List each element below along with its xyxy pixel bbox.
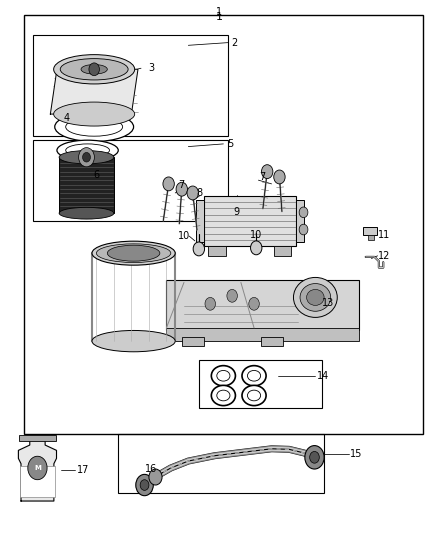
- Text: 16: 16: [145, 464, 157, 474]
- Ellipse shape: [299, 224, 308, 235]
- Circle shape: [89, 63, 99, 76]
- Ellipse shape: [247, 370, 261, 381]
- Bar: [166, 328, 359, 341]
- Ellipse shape: [247, 390, 261, 401]
- Text: 1: 1: [216, 7, 222, 17]
- Text: 12: 12: [378, 251, 391, 261]
- Bar: [368, 235, 374, 240]
- Ellipse shape: [217, 370, 230, 381]
- Text: 10: 10: [250, 230, 262, 239]
- Ellipse shape: [53, 54, 135, 84]
- Text: 10: 10: [178, 231, 190, 241]
- Bar: [24, 15, 423, 434]
- Text: 7: 7: [179, 181, 185, 190]
- Text: 3: 3: [148, 63, 154, 73]
- Ellipse shape: [293, 277, 337, 317]
- Circle shape: [251, 241, 262, 255]
- Circle shape: [310, 451, 319, 463]
- Ellipse shape: [59, 207, 114, 219]
- Bar: [166, 280, 359, 330]
- Ellipse shape: [307, 289, 324, 305]
- Ellipse shape: [92, 241, 175, 265]
- Bar: [33, 35, 228, 136]
- Text: 17: 17: [77, 465, 89, 475]
- Bar: [182, 337, 204, 346]
- Ellipse shape: [107, 245, 160, 261]
- Bar: [296, 200, 304, 242]
- Ellipse shape: [53, 102, 135, 126]
- Ellipse shape: [299, 207, 308, 217]
- Bar: [208, 246, 226, 256]
- Text: 11: 11: [378, 230, 391, 239]
- Ellipse shape: [211, 366, 236, 386]
- Ellipse shape: [242, 366, 266, 386]
- Circle shape: [136, 474, 153, 496]
- Bar: [59, 157, 114, 213]
- Text: 5: 5: [227, 139, 233, 149]
- Ellipse shape: [211, 385, 236, 406]
- Ellipse shape: [66, 118, 123, 136]
- Polygon shape: [50, 69, 138, 114]
- Text: 9: 9: [233, 207, 240, 216]
- Bar: [261, 337, 283, 346]
- Bar: [204, 196, 296, 246]
- Circle shape: [261, 165, 273, 179]
- Circle shape: [83, 152, 90, 162]
- Ellipse shape: [96, 244, 171, 263]
- Bar: [20, 466, 55, 497]
- Text: 1: 1: [215, 12, 223, 22]
- Circle shape: [163, 177, 174, 191]
- Ellipse shape: [60, 59, 128, 80]
- Text: 2: 2: [231, 38, 237, 47]
- Ellipse shape: [300, 284, 331, 311]
- Text: 4: 4: [64, 114, 70, 123]
- Circle shape: [274, 170, 285, 184]
- Text: M: M: [34, 465, 41, 471]
- Circle shape: [187, 186, 198, 200]
- Bar: [363, 227, 377, 235]
- Circle shape: [79, 148, 95, 167]
- Text: 13: 13: [321, 298, 334, 308]
- Polygon shape: [18, 437, 57, 501]
- Ellipse shape: [242, 385, 266, 406]
- Circle shape: [149, 469, 162, 485]
- Ellipse shape: [81, 64, 107, 74]
- Ellipse shape: [55, 112, 134, 142]
- Circle shape: [205, 297, 215, 310]
- Ellipse shape: [92, 330, 175, 352]
- Ellipse shape: [66, 144, 110, 157]
- Text: 14: 14: [317, 371, 329, 381]
- Bar: [199, 360, 322, 408]
- Ellipse shape: [217, 390, 230, 401]
- Circle shape: [249, 297, 259, 310]
- Circle shape: [176, 182, 187, 196]
- Circle shape: [193, 242, 205, 256]
- Text: 8: 8: [196, 188, 202, 198]
- Circle shape: [140, 480, 149, 490]
- Bar: [19, 435, 56, 441]
- Circle shape: [227, 289, 237, 302]
- Bar: [274, 246, 291, 256]
- Bar: [33, 140, 228, 221]
- Ellipse shape: [57, 140, 118, 160]
- Text: 6: 6: [93, 170, 99, 180]
- Bar: [196, 200, 204, 242]
- Circle shape: [305, 446, 324, 469]
- Text: 7: 7: [259, 172, 265, 182]
- Bar: [118, 434, 324, 493]
- Text: 15: 15: [350, 449, 362, 459]
- Ellipse shape: [59, 150, 114, 164]
- Circle shape: [28, 456, 47, 480]
